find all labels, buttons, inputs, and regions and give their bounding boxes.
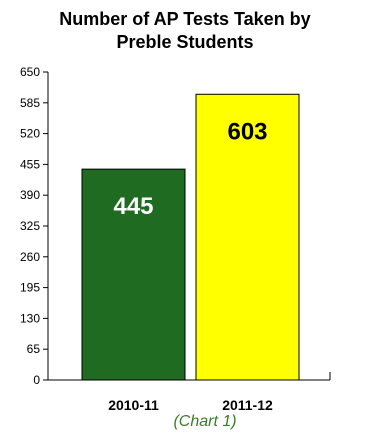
y-tick-label-260: 260 <box>20 250 40 264</box>
data-label-2011-12: 603 <box>227 118 267 145</box>
chart-title-line-2: Preble Students <box>116 32 254 52</box>
y-tick-label-0: 0 <box>33 373 40 387</box>
chart-title-line-1: Number of AP Tests Taken by <box>59 9 311 29</box>
y-tick-label-65: 65 <box>27 342 41 356</box>
y-axis-ticks: 0 65 130 195 260 325 390 455 520 585 650 <box>20 65 48 387</box>
data-labels: 445 603 <box>113 118 267 220</box>
category-label-2010-11: 2010-11 <box>108 397 159 413</box>
y-tick-label-195: 195 <box>20 281 40 295</box>
data-label-2010-11: 445 <box>113 193 153 220</box>
y-tick-label-455: 455 <box>20 157 40 171</box>
y-tick-label-325: 325 <box>20 219 40 233</box>
category-label-2011-12: 2011-12 <box>222 397 273 413</box>
y-tick-label-585: 585 <box>20 96 40 110</box>
y-tick-label-390: 390 <box>20 188 40 202</box>
y-tick-label-130: 130 <box>20 311 40 325</box>
bar-2010-11 <box>81 168 186 381</box>
y-tick-label-520: 520 <box>20 127 40 141</box>
chart-title: Number of AP Tests Taken by Preble Stude… <box>0 8 370 54</box>
axes <box>47 72 331 381</box>
category-labels: 2010-11 2011-12 <box>108 397 273 413</box>
chart-caption: (Chart 1) <box>173 413 237 430</box>
y-tick-label-650: 650 <box>20 65 40 79</box>
